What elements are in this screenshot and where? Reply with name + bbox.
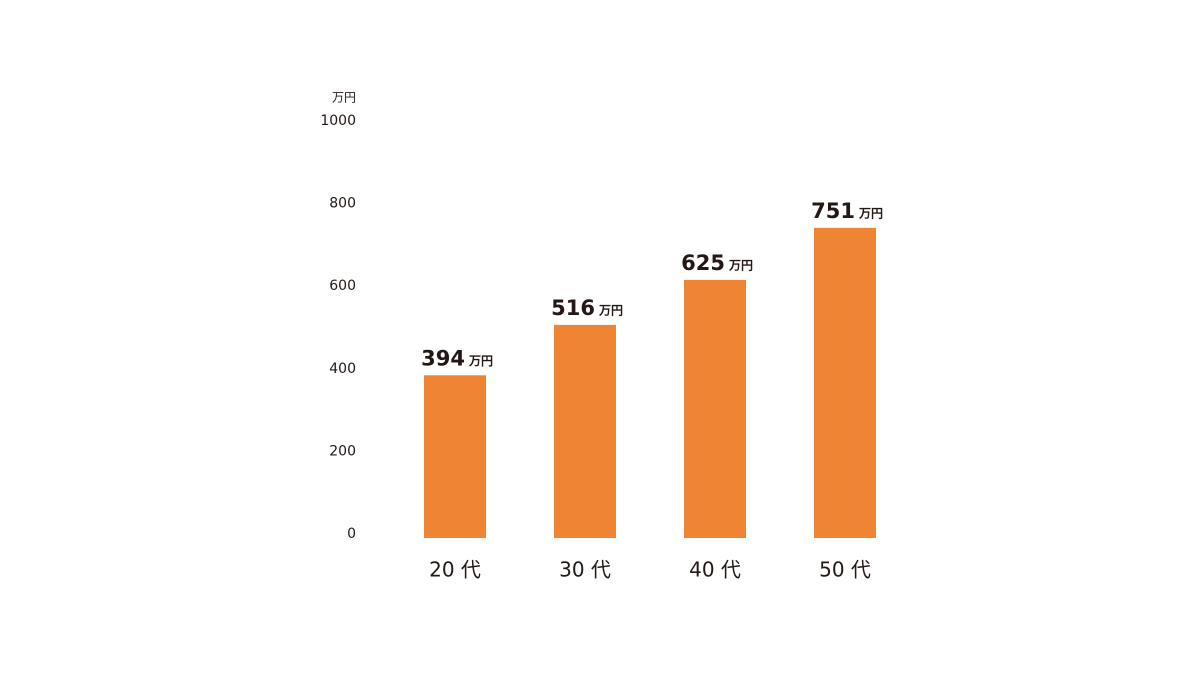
value-label-unit: 万円: [858, 206, 883, 220]
x-tick-label: 20 代: [429, 558, 481, 582]
value-label-unit: 万円: [728, 258, 753, 272]
value-label: 625: [681, 251, 725, 275]
y-axis-unit: 万円: [332, 91, 356, 105]
bar: [684, 279, 746, 538]
bar: [424, 375, 486, 538]
x-tick-label: 50 代: [819, 558, 871, 582]
x-tick-label: 40 代: [689, 558, 741, 582]
y-tick-label: 400: [329, 361, 356, 377]
bar: [554, 324, 616, 538]
value-label: 516: [551, 296, 595, 320]
value-label-unit: 万円: [468, 354, 493, 368]
value-label: 394: [421, 346, 465, 370]
bar: [814, 227, 876, 538]
y-tick-label: 1000: [320, 113, 356, 129]
y-tick-label: 200: [329, 443, 356, 459]
value-label-unit: 万円: [598, 303, 623, 317]
x-tick-label: 30 代: [559, 558, 611, 582]
y-tick-label: 0: [347, 526, 356, 542]
y-tick-label: 600: [329, 278, 356, 294]
y-tick-label: 800: [329, 196, 356, 212]
value-label: 751: [811, 199, 855, 223]
